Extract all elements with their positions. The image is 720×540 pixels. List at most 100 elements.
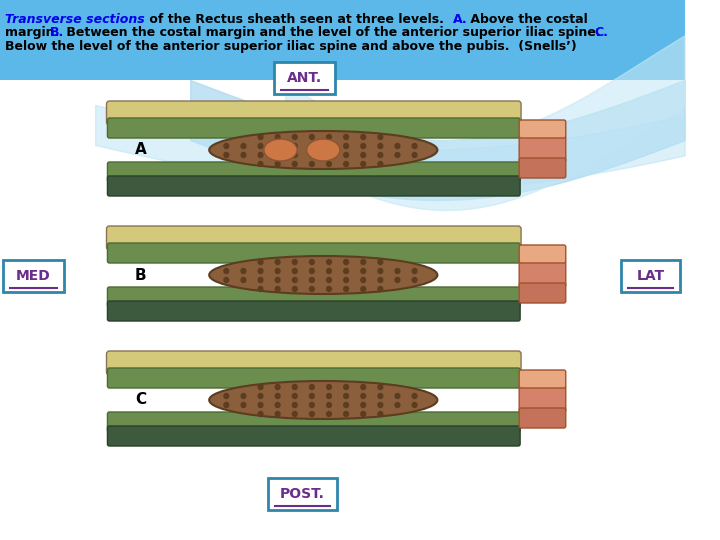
Circle shape <box>413 278 417 282</box>
Circle shape <box>327 260 331 265</box>
Circle shape <box>378 161 383 166</box>
Circle shape <box>343 260 348 265</box>
Circle shape <box>343 287 348 292</box>
Circle shape <box>275 278 280 282</box>
Circle shape <box>395 144 400 149</box>
Circle shape <box>224 268 229 273</box>
Text: A: A <box>135 143 147 158</box>
Circle shape <box>343 394 348 399</box>
FancyBboxPatch shape <box>107 243 520 263</box>
Circle shape <box>327 402 331 408</box>
Circle shape <box>241 152 246 158</box>
Text: A.: A. <box>453 13 467 26</box>
FancyBboxPatch shape <box>107 412 520 432</box>
Circle shape <box>310 134 314 139</box>
Circle shape <box>310 278 314 282</box>
Circle shape <box>275 394 280 399</box>
Circle shape <box>275 402 280 408</box>
Circle shape <box>361 268 366 273</box>
Circle shape <box>395 152 400 158</box>
Circle shape <box>343 134 348 139</box>
FancyBboxPatch shape <box>519 283 566 303</box>
Circle shape <box>378 260 383 265</box>
Circle shape <box>292 394 297 399</box>
Circle shape <box>361 260 366 265</box>
FancyBboxPatch shape <box>519 370 566 388</box>
Circle shape <box>327 134 331 139</box>
Circle shape <box>327 384 331 389</box>
Circle shape <box>413 402 417 408</box>
Circle shape <box>310 384 314 389</box>
Circle shape <box>292 144 297 149</box>
Circle shape <box>224 278 229 282</box>
Circle shape <box>241 278 246 282</box>
Circle shape <box>327 278 331 282</box>
Text: LAT: LAT <box>636 269 665 283</box>
Circle shape <box>292 260 297 265</box>
Ellipse shape <box>307 139 340 161</box>
Circle shape <box>275 144 280 149</box>
Circle shape <box>310 144 314 149</box>
Circle shape <box>361 134 366 139</box>
Circle shape <box>310 394 314 399</box>
Circle shape <box>292 287 297 292</box>
FancyBboxPatch shape <box>107 176 520 196</box>
Circle shape <box>292 278 297 282</box>
Text: POST.: POST. <box>280 487 325 501</box>
Circle shape <box>343 152 348 158</box>
Circle shape <box>258 134 263 139</box>
FancyBboxPatch shape <box>107 162 520 182</box>
Circle shape <box>395 278 400 282</box>
FancyBboxPatch shape <box>107 101 521 125</box>
Circle shape <box>343 402 348 408</box>
FancyBboxPatch shape <box>274 62 335 94</box>
Circle shape <box>395 402 400 408</box>
FancyBboxPatch shape <box>107 287 520 307</box>
Circle shape <box>292 134 297 139</box>
Text: C: C <box>135 393 146 408</box>
Circle shape <box>361 384 366 389</box>
Circle shape <box>258 161 263 166</box>
Circle shape <box>343 278 348 282</box>
Circle shape <box>224 144 229 149</box>
Text: ANT.: ANT. <box>287 71 322 85</box>
Ellipse shape <box>210 381 437 419</box>
Circle shape <box>378 384 383 389</box>
Circle shape <box>241 402 246 408</box>
Circle shape <box>258 268 263 273</box>
FancyBboxPatch shape <box>0 0 685 540</box>
Circle shape <box>292 384 297 389</box>
Circle shape <box>292 268 297 273</box>
FancyBboxPatch shape <box>519 158 566 178</box>
Circle shape <box>343 384 348 389</box>
Circle shape <box>310 152 314 158</box>
Circle shape <box>258 260 263 265</box>
Ellipse shape <box>210 256 437 294</box>
FancyBboxPatch shape <box>268 478 337 510</box>
Circle shape <box>413 144 417 149</box>
FancyBboxPatch shape <box>519 261 566 287</box>
Circle shape <box>343 268 348 273</box>
Circle shape <box>327 411 331 416</box>
FancyBboxPatch shape <box>107 118 520 138</box>
Circle shape <box>413 394 417 399</box>
Circle shape <box>361 411 366 416</box>
Text: Between the costal margin and the level of the anterior superior iliac spine.: Between the costal margin and the level … <box>62 26 605 39</box>
Circle shape <box>258 278 263 282</box>
Circle shape <box>378 134 383 139</box>
FancyBboxPatch shape <box>621 260 680 292</box>
Circle shape <box>292 161 297 166</box>
FancyBboxPatch shape <box>519 245 566 263</box>
Circle shape <box>292 152 297 158</box>
FancyBboxPatch shape <box>107 301 520 321</box>
FancyBboxPatch shape <box>519 386 566 412</box>
FancyBboxPatch shape <box>519 136 566 162</box>
Circle shape <box>258 144 263 149</box>
FancyBboxPatch shape <box>519 408 566 428</box>
Text: B: B <box>135 267 147 282</box>
Circle shape <box>378 278 383 282</box>
Circle shape <box>258 394 263 399</box>
FancyBboxPatch shape <box>0 0 685 80</box>
Text: of the Rectus sheath seen at three levels.: of the Rectus sheath seen at three level… <box>145 13 448 26</box>
Circle shape <box>310 411 314 416</box>
